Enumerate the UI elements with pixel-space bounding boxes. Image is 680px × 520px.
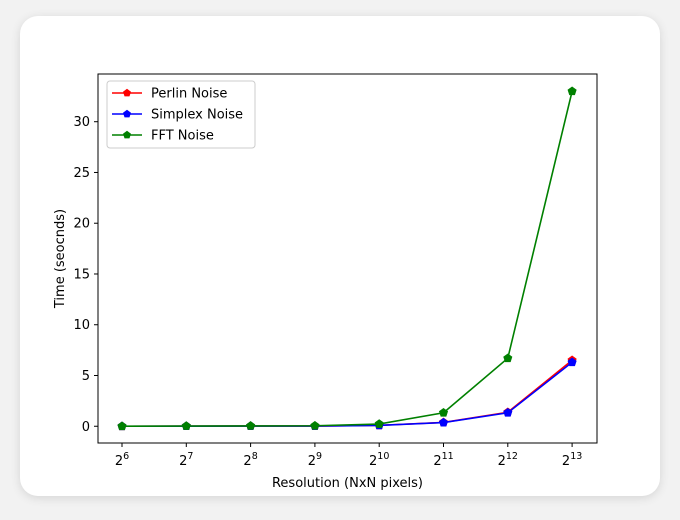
x-tick-exponent: 9 <box>316 451 322 462</box>
y-tick-label: 15 <box>73 267 90 282</box>
data-point <box>503 407 513 417</box>
series-line <box>121 91 573 428</box>
data-point <box>567 357 577 367</box>
series-simplex-noise <box>117 357 577 431</box>
data-point <box>181 421 191 430</box>
x-tick-label: 211 <box>433 451 453 469</box>
x-tick-exponent: 8 <box>252 451 258 462</box>
x-tick-label: 29 <box>308 451 322 469</box>
x-tick-base: 2 <box>308 454 316 469</box>
data-point <box>438 417 449 427</box>
x-tick-exponent: 11 <box>442 451 454 462</box>
x-tick-label: 26 <box>115 451 129 469</box>
y-tick-label: 25 <box>73 166 90 181</box>
legend: Perlin Noise Simplex Noise FFT Noise <box>106 80 256 149</box>
series-fft-noise <box>117 86 577 431</box>
legend-marker <box>123 88 131 97</box>
x-tick-exponent: 7 <box>187 451 193 462</box>
y-tick-label: 30 <box>73 115 90 130</box>
series-line <box>121 361 573 428</box>
x-axis-title: Resolution (NxN pixels) <box>272 476 423 491</box>
series-line <box>121 359 573 428</box>
x-tick-label: 27 <box>179 451 193 469</box>
legend-label: Simplex Noise <box>151 108 243 123</box>
chart-card: 0 5 10 15 20 25 30 26 27 28 29 210 211 212 213 Resoluti… <box>20 16 660 496</box>
legend-label: Perlin Noise <box>151 87 227 102</box>
x-tick-label: 212 <box>498 451 518 469</box>
x-tick-base: 2 <box>179 454 187 469</box>
x-tick-exponent: 6 <box>123 451 129 462</box>
data-point <box>117 421 127 431</box>
x-tick-base: 2 <box>498 454 506 469</box>
data-point <box>374 419 384 428</box>
series-perlin-noise <box>117 355 577 431</box>
x-tick-exponent: 12 <box>506 451 518 462</box>
y-axis: 0 5 10 15 20 25 30 <box>73 115 98 435</box>
legend-marker <box>123 109 131 118</box>
x-tick-label: 210 <box>369 451 389 469</box>
x-axis: 26 27 28 29 210 211 212 213 <box>115 443 582 469</box>
y-tick-label: 5 <box>82 369 90 384</box>
x-tick-base: 2 <box>115 454 123 469</box>
x-tick-base: 2 <box>369 454 377 469</box>
data-point <box>503 353 513 363</box>
data-point <box>438 407 449 417</box>
data-point <box>567 86 577 96</box>
x-tick-exponent: 13 <box>570 451 582 462</box>
x-tick-base: 2 <box>562 454 570 469</box>
x-tick-label: 28 <box>243 451 257 469</box>
y-tick-label: 20 <box>73 217 90 232</box>
data-point <box>310 420 320 430</box>
legend-box <box>106 80 256 149</box>
y-tick-label: 10 <box>73 318 90 333</box>
x-tick-base: 2 <box>243 454 251 469</box>
data-point <box>246 421 256 430</box>
y-axis-title: Time (seocnds) <box>53 209 68 309</box>
legend-label: FFT Noise <box>151 129 214 144</box>
x-tick-label: 213 <box>562 451 582 469</box>
legend-marker <box>123 130 131 139</box>
plot-frame <box>97 73 598 444</box>
y-tick-label: 0 <box>82 420 90 435</box>
x-tick-exponent: 10 <box>377 451 389 462</box>
x-tick-base: 2 <box>433 454 441 469</box>
